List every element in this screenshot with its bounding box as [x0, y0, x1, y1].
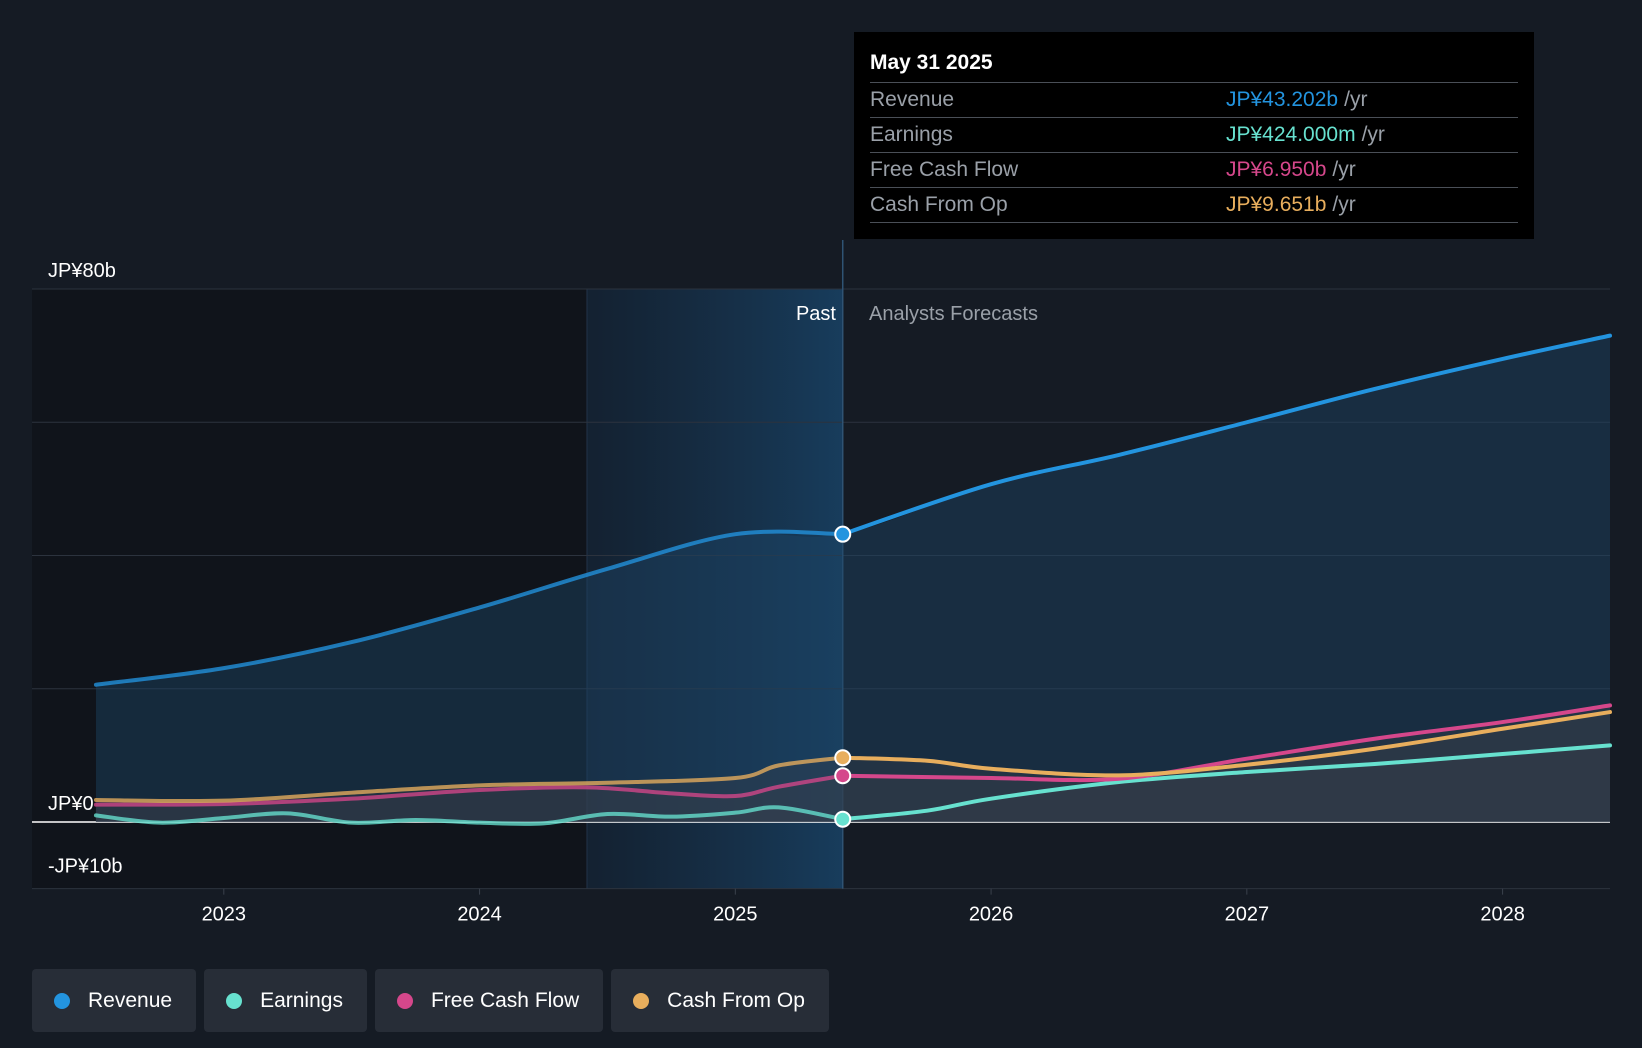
- area-earnings: [95, 745, 1610, 824]
- marker-revenue: [834, 525, 852, 543]
- y-tick-label: JP¥0: [48, 793, 94, 815]
- axis-labels: JP¥80b JP¥0 -JP¥10b 2023 2024 2025 2026 2027 202…: [48, 260, 1525, 926]
- x-tick-label: 2026: [969, 904, 1014, 926]
- tooltip-row-unit: /yr: [1332, 158, 1356, 181]
- line-earnings-forecast: [840, 743, 1612, 822]
- area-cash-from-op: [95, 712, 1610, 822]
- legend-item-revenue[interactable]: Revenue: [32, 969, 197, 1032]
- legend-item-free-cash-flow[interactable]: Free Cash Flow: [374, 969, 604, 1032]
- series-areas: [95, 335, 1610, 824]
- tooltip-row-label: Free Cash Flow: [870, 158, 1019, 181]
- legend-dot-icon: [54, 992, 70, 1009]
- area-free-cash-flow: [95, 705, 1610, 822]
- legend-dot-icon: [226, 992, 243, 1009]
- tooltip-row-value: JP¥6.950b: [1226, 158, 1327, 181]
- legend-dot-icon: [633, 992, 650, 1009]
- marker-earnings: [834, 810, 852, 828]
- legend-label: Free Cash Flow: [430, 988, 580, 1012]
- marker-cash-from-op: [834, 749, 852, 767]
- x-tick-label: 2023: [202, 904, 247, 926]
- tooltip-row-value: JP¥43.202b: [1226, 88, 1339, 111]
- tooltip-row-value: JP¥424.000m: [1226, 123, 1356, 146]
- tooltip-row-unit: /yr: [1361, 123, 1385, 146]
- legend-label: Revenue: [88, 988, 173, 1012]
- legend-item-earnings[interactable]: Earnings: [204, 969, 367, 1032]
- line-revenue-past: [93, 529, 845, 687]
- x-tick-label: 2024: [457, 904, 502, 926]
- line-earnings-past: [93, 805, 845, 826]
- line-cash-from-op-forecast: [840, 710, 1612, 778]
- tooltip-row-unit: /yr: [1332, 193, 1356, 216]
- forecast-label: Analysts Forecasts: [869, 303, 1038, 325]
- line-revenue-forecast: [840, 333, 1612, 537]
- tooltip-row-free-cash-flow: Free Cash Flow JP¥6.950b /yr: [870, 153, 1518, 188]
- tooltip-date: May 31 2025: [870, 48, 1518, 83]
- line-free-cash-flow-forecast: [840, 703, 1612, 783]
- marker-free-cash-flow: [834, 767, 852, 785]
- y-tick-label: JP¥80b: [48, 260, 116, 282]
- line-free-cash-flow-past: [93, 773, 845, 807]
- legend: Revenue Earnings Free Cash Flow Cash Fro…: [32, 969, 829, 1032]
- tooltip-row-value: JP¥9.651b: [1226, 193, 1327, 216]
- past-label: Past: [796, 303, 836, 325]
- x-tick-label: 2025: [713, 904, 758, 926]
- series-lines: [93, 333, 1612, 826]
- y-tick-label: -JP¥10b: [48, 856, 123, 878]
- line-cash-from-op-past: [93, 755, 845, 804]
- x-tick-label: 2027: [1225, 904, 1270, 926]
- tooltip-row-label: Revenue: [870, 88, 955, 111]
- legend-label: Cash From Op: [667, 988, 805, 1012]
- legend-label: Earnings: [260, 988, 343, 1012]
- tooltip-row-unit: /yr: [1344, 88, 1368, 111]
- tooltip-row-cash-from-op: Cash From Op JP¥9.651b /yr: [870, 188, 1518, 223]
- tooltip-row-earnings: Earnings JP¥424.000m /yr: [870, 118, 1518, 153]
- tooltip-row-label: Earnings: [870, 123, 953, 146]
- tooltip: May 31 2025 Revenue JP¥43.202b /yr Earni…: [854, 32, 1534, 239]
- tooltip-row-revenue: Revenue JP¥43.202b /yr: [870, 83, 1518, 118]
- x-tick-label: 2028: [1480, 904, 1525, 926]
- legend-dot-icon: [396, 992, 413, 1009]
- hover-markers: [834, 525, 852, 828]
- legend-item-cash-from-op[interactable]: Cash From Op: [611, 969, 829, 1032]
- area-revenue: [95, 335, 1610, 822]
- tooltip-row-label: Cash From Op: [870, 193, 1008, 216]
